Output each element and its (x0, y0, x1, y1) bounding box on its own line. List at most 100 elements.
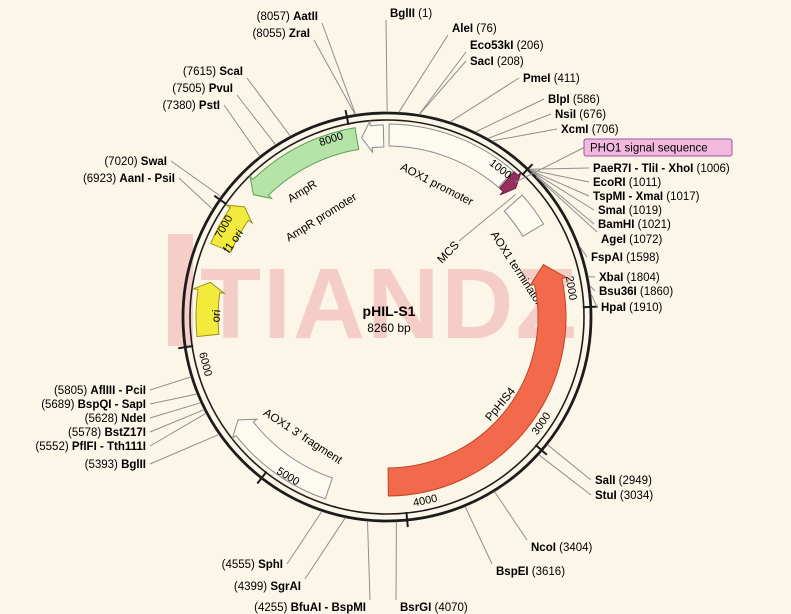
site-label-saci: SacI (208) (470, 56, 524, 68)
site-label-paer7i-tlii-xhoi: PaeR7I - TliI - XhoI (1006) (593, 163, 730, 175)
feature-arrow-aox1-3-fragment (231, 418, 334, 500)
site-leader-line (578, 245, 588, 258)
site-leader-line (149, 376, 192, 391)
scale-tick-2000 (582, 305, 598, 309)
site-leader-line (491, 128, 558, 142)
plasmid-backbone-inner (189, 119, 585, 515)
site-label-bspei: BspEI (3616) (496, 566, 565, 578)
feature-arrow-pho1-signal-sequence (498, 171, 522, 196)
scale-tick-8000 (344, 109, 350, 125)
pho1-callout-label: PHO1 signal sequence (590, 143, 708, 155)
site-leader-line (149, 409, 205, 433)
site-label-fspai: FspAI (1598) (591, 252, 660, 264)
site-label-ndei: (5628) NdeI (85, 413, 146, 425)
scale-tick-5000 (256, 470, 268, 485)
site-leader-line (313, 39, 356, 115)
site-leader-line (149, 433, 220, 465)
site-leader-line (590, 292, 598, 308)
site-label-swai: (7020) SwaI (104, 156, 167, 168)
feature-arrow-aox1-promoter (388, 123, 514, 189)
site-label-smai: SmaI (1019) (598, 205, 662, 217)
site-label-zrai: (8055) ZraI (252, 28, 310, 40)
feature-arrow-ampr (249, 127, 360, 200)
site-label-ncoi: NcoI (3404) (531, 542, 593, 554)
site-leader-line (449, 77, 520, 123)
scale-tick-7000 (213, 194, 228, 206)
site-leader-line (530, 170, 595, 211)
site-label-psti: (7380) PstI (162, 100, 220, 112)
site-leader-line (149, 393, 198, 405)
site-leader-line (418, 51, 467, 115)
feature-arrow-ampr-promoter (361, 119, 385, 154)
site-leader-line (236, 94, 276, 146)
site-label-hpai: HpaI (1910) (601, 302, 663, 314)
feature-label-ampr: AmpR (286, 178, 319, 205)
site-label-pvui: (7505) PvuI (172, 83, 233, 95)
site-label-pflfi-tth111i: (5552) PflFI - Tth111I (35, 441, 146, 453)
site-leader-line (398, 34, 449, 113)
site-label-alei: AleI (76) (452, 23, 497, 35)
scale-tick-label-2000: 2000 (563, 275, 579, 301)
site-label-xbai: XbaI (1804) (599, 272, 660, 284)
site-label-ecori: EcoRI (1011) (593, 177, 661, 189)
site-label-scai: (7615) ScaI (183, 66, 243, 78)
plasmid-name: pHIL-S1 (363, 303, 416, 319)
site-leader-line (535, 176, 598, 233)
site-leader-line (528, 167, 590, 170)
plasmid-backbone-outer (181, 111, 593, 523)
site-leader-line (223, 104, 261, 157)
plasmid-size: 8260 bp (367, 321, 411, 335)
site-leader-line (170, 160, 222, 198)
site-leader-line (367, 521, 371, 601)
feature-label-aox1-promoter: AOX1 promoter (398, 161, 475, 208)
site-label-aatii: (8057) AatII (257, 11, 318, 23)
scale-tick-label-4000: 4000 (412, 493, 438, 510)
site-leader-line (149, 412, 207, 447)
site-leader-line (530, 170, 595, 225)
site-leader-line (547, 444, 592, 481)
feature-label-ori: ori (211, 309, 224, 323)
scale-tick-label-6000: 6000 (196, 351, 214, 378)
site-label-afliii-pcii: (5805) AflIII - PciI (54, 385, 146, 397)
site-label-sphi: (4555) SphI (222, 559, 283, 571)
site-label-bstz17i: (5578) BstZ17I (68, 427, 146, 439)
scale-tick-3000 (534, 444, 548, 456)
feature-arrow-pphis4 (387, 263, 568, 497)
pho1-callout-box (583, 138, 733, 157)
site-label-bglii: (5393) BglII (85, 459, 146, 471)
site-label-aani-psii: (6923) AanI - PsiI (83, 173, 175, 185)
site-label-nsii: NsiI (676) (555, 109, 606, 121)
site-label-sgrai: (4399) SgrAI (234, 581, 301, 593)
site-label-xcmi: XcmI (706) (561, 124, 619, 136)
site-label-agei: AgeI (1072) (601, 234, 663, 246)
feature-arrow-aox1-terminator (503, 194, 545, 237)
site-leader-line (321, 22, 356, 115)
site-label-blpi: BlpI (586) (548, 94, 600, 106)
feature-arrow-f1-ori (210, 204, 254, 253)
scale-tick-6000 (178, 345, 194, 350)
site-label-bfuai-bspmi: (4255) BfuAI - BspMI (254, 602, 366, 614)
site-leader-line (494, 491, 528, 541)
watermark-bar (168, 234, 193, 346)
mcs-leader-line (458, 193, 517, 242)
site-leader-line (464, 506, 493, 565)
site-leader-line (529, 169, 590, 183)
site-leader-line (487, 113, 552, 139)
pho1-leader-line (514, 147, 585, 183)
site-leader-line (178, 177, 213, 210)
site-leader-line (418, 60, 467, 115)
site-leader-line (385, 19, 388, 113)
site-label-bamhi: BamHI (1021) (598, 219, 671, 231)
site-label-bsu36i: Bsu36I (1860) (599, 286, 673, 298)
site-label-bsrgi: BsrGI (4070) (400, 602, 468, 614)
site-label-sali: SalI (2949) (595, 475, 652, 487)
site-label-eco53ki: Eco53kI (206) (470, 40, 544, 52)
site-leader-line (538, 454, 592, 496)
site-leader-line (475, 98, 545, 133)
site-leader-line (529, 169, 590, 197)
site-label-pmei: PmeI (411) (523, 73, 580, 85)
site-leader-line (286, 511, 323, 565)
